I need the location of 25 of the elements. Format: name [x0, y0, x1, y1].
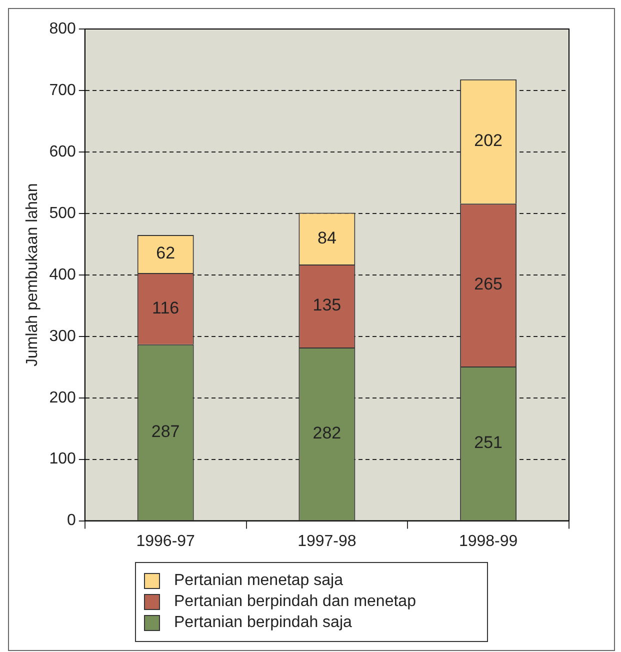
y-tick-label: 600	[49, 143, 76, 160]
y-tick-label: 100	[49, 450, 76, 468]
data-label: 282	[312, 424, 342, 443]
data-label: 202	[474, 131, 503, 150]
legend-label: Pertanian berpindah dan menetap	[174, 593, 416, 611]
x-tick-label: 1997-98	[298, 532, 356, 550]
data-label: 135	[312, 296, 342, 315]
y-tick-label: 700	[49, 82, 76, 99]
y-tick-label: 200	[49, 389, 76, 406]
legend-label: Pertanian menetap saja	[174, 572, 343, 590]
data-label: 265	[474, 274, 503, 294]
data-label: 251	[474, 433, 503, 452]
data-label: 84	[317, 228, 336, 248]
y-tick-label: 400	[49, 266, 76, 284]
x-tick-label: 1998-99	[458, 532, 518, 550]
y-tick-label: 500	[49, 204, 76, 222]
data-label: 287	[151, 422, 180, 442]
y-tick-label: 0	[66, 512, 76, 530]
y-tick-label: 300	[49, 328, 76, 345]
y-axis-title: Jumlah pembukaan lahan	[24, 183, 42, 367]
data-label: 62	[156, 244, 176, 263]
legend-label: Pertanian berpindah saja	[174, 614, 352, 632]
x-tick-label: 1996-97	[136, 532, 196, 550]
data-label: 116	[152, 298, 180, 318]
y-tick-label: 800	[49, 20, 76, 38]
